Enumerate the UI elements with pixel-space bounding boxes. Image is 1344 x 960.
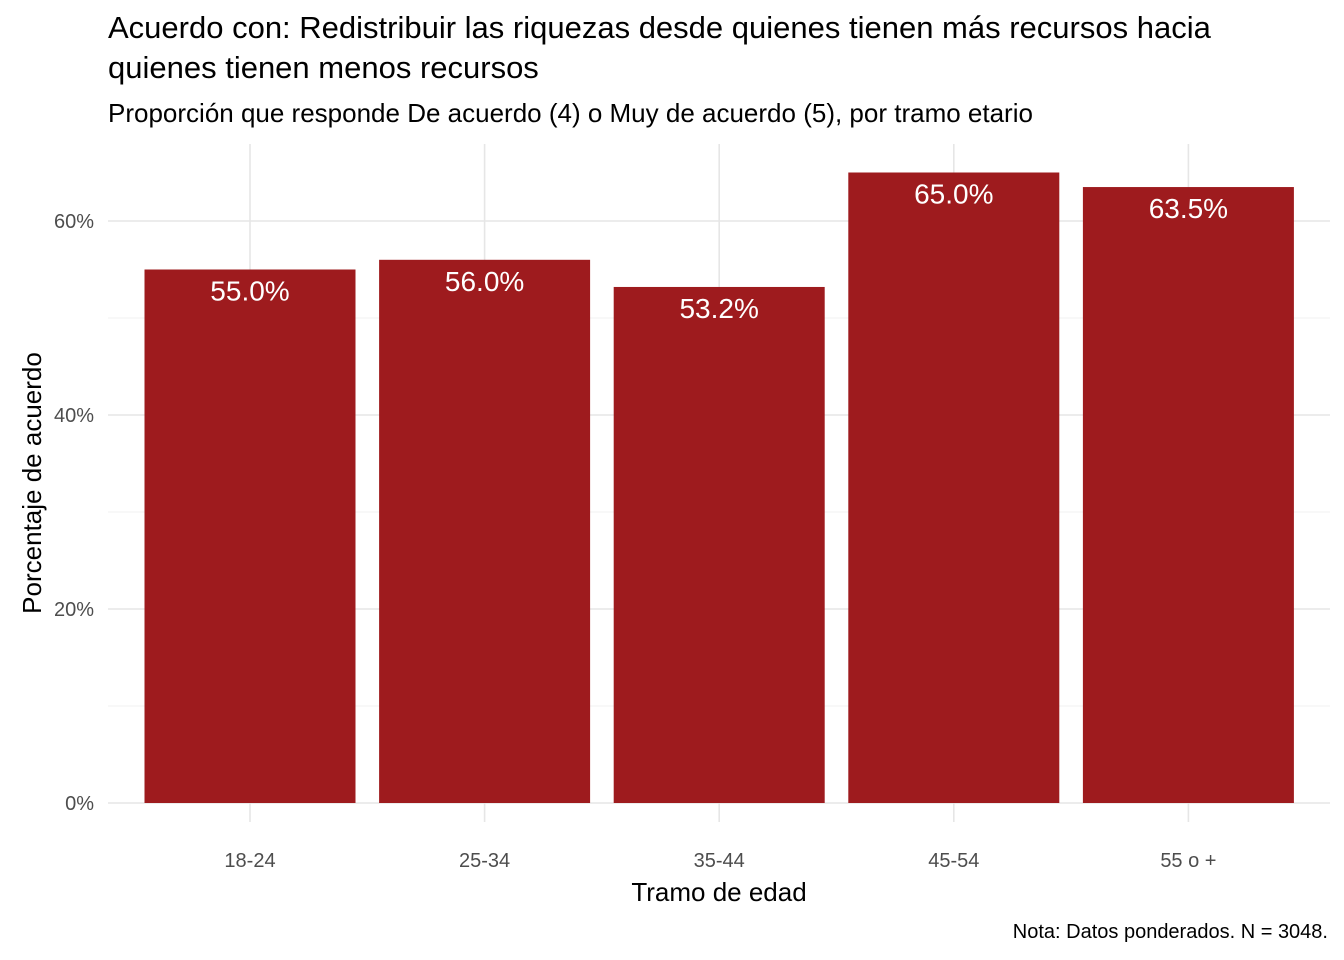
x-tick-label: 45-54 bbox=[928, 850, 979, 872]
y-tick-label: 0% bbox=[65, 793, 94, 815]
y-axis-title: Porcentaje de acuerdo bbox=[17, 352, 47, 614]
chart-caption: Nota: Datos ponderados. N = 3048. bbox=[1012, 921, 1328, 943]
data-label-35-44: 53.2% bbox=[679, 293, 758, 324]
y-axis-ticks: 0% 20% 40% 60% bbox=[54, 211, 94, 815]
bar-18-24 bbox=[144, 269, 356, 803]
data-label-55 o +: 63.5% bbox=[1149, 193, 1228, 224]
bar-55 o + bbox=[1082, 187, 1294, 804]
data-label-18-24: 55.0% bbox=[210, 276, 289, 307]
x-tick-label: 55 o + bbox=[1160, 850, 1216, 872]
x-axis-title: Tramo de edad bbox=[631, 877, 806, 907]
chart-title: Acuerdo con: Redistribuir las riquezas d… bbox=[108, 10, 1211, 85]
bar-35-44 bbox=[613, 286, 825, 804]
bar-25-34 bbox=[379, 259, 591, 803]
x-tick-label: 35-44 bbox=[694, 850, 745, 872]
bar-45-54 bbox=[848, 172, 1060, 803]
data-labels-group: 55.0% 56.0% 53.2% 65.0% 63.5% bbox=[210, 179, 1228, 324]
y-tick-label: 60% bbox=[54, 211, 94, 233]
y-tick-label: 20% bbox=[54, 599, 94, 621]
x-tick-label: 18-24 bbox=[224, 850, 275, 872]
data-label-25-34: 56.0% bbox=[445, 266, 524, 297]
data-label-45-54: 65.0% bbox=[914, 179, 993, 210]
x-tick-label: 25-34 bbox=[459, 850, 510, 872]
bars-group bbox=[144, 172, 1294, 804]
chart-subtitle: Proporción que responde De acuerdo (4) o… bbox=[108, 98, 1033, 128]
y-tick-label: 40% bbox=[54, 405, 94, 427]
x-axis-ticks: 18-24 25-34 35-44 45-54 55 o + bbox=[224, 850, 1216, 872]
